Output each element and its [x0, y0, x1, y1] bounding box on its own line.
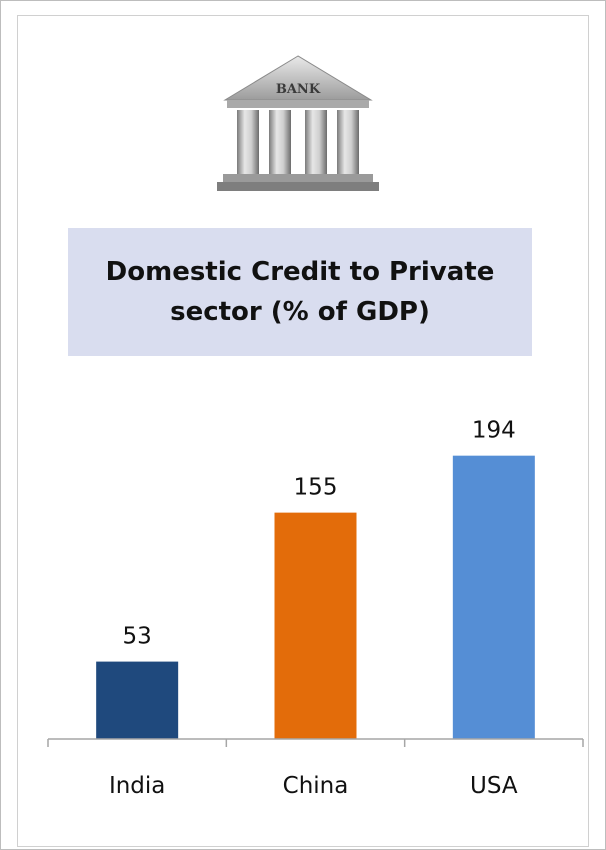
bank-building-icon: BANK	[217, 55, 379, 191]
bar-india	[96, 661, 179, 739]
data-label-usa: 194	[472, 418, 516, 444]
x-tick-label-china: China	[283, 773, 349, 799]
bank-entablature	[227, 100, 369, 108]
x-axis: India China USA	[47, 738, 584, 799]
bars-group: 53 155 194	[96, 418, 535, 739]
data-label-china: 155	[294, 475, 338, 501]
x-tick-label-usa: USA	[470, 773, 518, 799]
chart-title-box: Domestic Credit to Private sector (% of …	[68, 228, 532, 356]
card-inner-border	[17, 15, 589, 847]
bank-columns	[237, 110, 359, 174]
bank-step-1	[223, 174, 373, 182]
bank-logo-text: BANK	[276, 82, 321, 97]
x-tick-label-india: India	[109, 773, 165, 799]
chart-title: Domestic Credit to Private sector (% of …	[105, 257, 495, 327]
bar-usa	[452, 455, 535, 739]
data-label-india: 53	[123, 624, 152, 650]
bar-china	[274, 512, 357, 739]
bank-step-2	[217, 182, 379, 191]
